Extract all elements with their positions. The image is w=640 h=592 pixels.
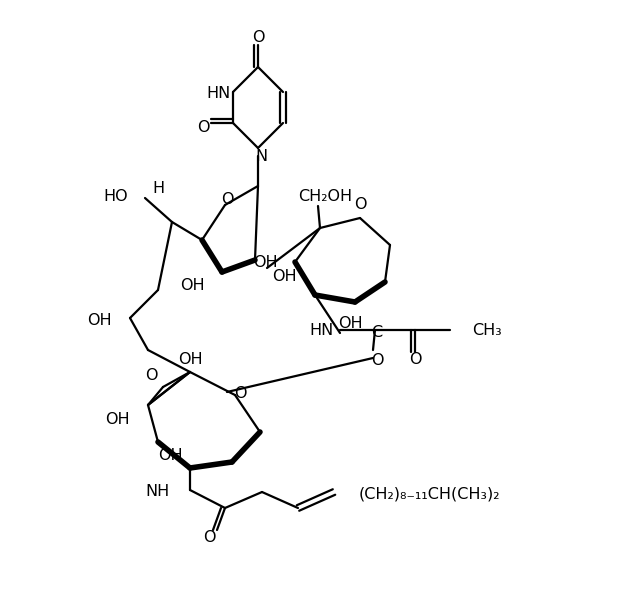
Text: OH: OH [272,269,296,284]
Text: O: O [221,191,233,207]
Text: OH: OH [338,316,362,331]
Text: HN: HN [207,85,231,101]
Text: O: O [354,197,366,212]
Text: OH: OH [253,255,278,269]
Text: HN: HN [310,323,334,337]
Text: O: O [196,120,209,134]
Text: H: H [152,181,164,195]
Text: OH: OH [88,313,112,327]
Text: O: O [234,385,246,401]
Text: CH₂OH: CH₂OH [298,188,352,204]
Text: OH: OH [178,352,202,368]
Text: O: O [252,30,264,44]
Text: NH: NH [146,484,170,500]
Text: O: O [145,368,158,382]
Text: HO: HO [104,188,128,204]
Text: N: N [255,149,267,163]
Text: O: O [203,530,215,545]
Text: OH: OH [106,413,130,427]
Text: OH: OH [157,448,182,462]
Text: O: O [371,353,383,368]
Text: O: O [409,352,421,368]
Text: OH: OH [180,278,205,292]
Text: C: C [371,324,383,339]
Text: (CH₂)₈₋₁₁CH(CH₃)₂: (CH₂)₈₋₁₁CH(CH₃)₂ [358,487,500,501]
Text: CH₃: CH₃ [472,323,502,337]
